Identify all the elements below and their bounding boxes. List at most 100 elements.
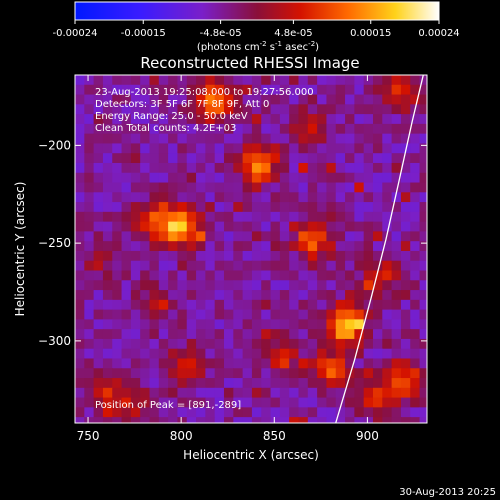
heatmap-cell bbox=[205, 153, 216, 164]
heatmap-cell bbox=[75, 143, 85, 154]
heatmap-cell bbox=[335, 250, 346, 262]
heatmap-cell bbox=[196, 172, 206, 184]
heatmap-cell bbox=[400, 182, 411, 193]
heatmap-cell bbox=[84, 319, 95, 330]
heatmap-cell bbox=[363, 338, 374, 350]
heatmap-cell bbox=[335, 153, 346, 164]
heatmap-cell bbox=[317, 123, 328, 135]
heatmap-cell bbox=[307, 221, 318, 233]
heatmap-cell bbox=[372, 280, 383, 291]
heatmap-cell bbox=[149, 192, 160, 203]
heatmap-cell bbox=[112, 241, 123, 252]
heatmap-cell bbox=[196, 348, 206, 360]
heatmap-cell bbox=[205, 84, 216, 96]
heatmap-cell bbox=[149, 387, 160, 399]
heatmap-cell bbox=[317, 143, 328, 154]
heatmap-cell bbox=[130, 192, 141, 203]
heatmap-cell bbox=[298, 319, 309, 330]
heatmap-cell bbox=[251, 338, 262, 350]
heatmap-cell bbox=[158, 290, 169, 301]
heatmap-cell bbox=[112, 280, 123, 291]
heatmap-cell bbox=[354, 417, 365, 423]
heatmap-cell bbox=[214, 329, 225, 340]
heatmap-cell bbox=[223, 143, 234, 154]
heatmap-cell bbox=[251, 192, 262, 203]
heatmap-cell bbox=[168, 143, 179, 154]
heatmap-cell bbox=[298, 387, 309, 399]
heatmap-cell bbox=[186, 221, 197, 233]
heatmap-cell bbox=[289, 202, 300, 213]
heatmap-cell bbox=[75, 221, 85, 233]
heatmap-cell bbox=[298, 182, 309, 193]
heatmap-cell bbox=[372, 114, 383, 125]
heatmap-cell bbox=[242, 407, 253, 418]
heatmap-cell bbox=[307, 123, 318, 135]
heatmap-cell bbox=[317, 338, 328, 350]
heatmap-cell bbox=[345, 299, 355, 311]
heatmap-cell bbox=[130, 338, 141, 350]
heatmap-cell bbox=[84, 114, 95, 125]
heatmap-cell bbox=[363, 192, 374, 203]
heatmap-cell bbox=[205, 397, 216, 408]
heatmap-cell bbox=[354, 123, 365, 135]
heatmap-cell bbox=[326, 104, 337, 115]
heatmap-cell bbox=[317, 368, 328, 379]
heatmap-cell bbox=[140, 299, 151, 311]
heatmap-cell bbox=[158, 387, 169, 399]
heatmap-cell bbox=[400, 133, 411, 145]
heatmap-cell bbox=[102, 407, 113, 418]
heatmap-cell bbox=[251, 202, 262, 213]
heatmap-cell bbox=[363, 250, 374, 262]
heatmap-cell bbox=[186, 368, 197, 379]
heatmap-cell bbox=[400, 417, 411, 423]
heatmap-cell bbox=[84, 338, 95, 350]
heatmap-cell bbox=[289, 123, 300, 135]
heatmap-cell bbox=[363, 270, 374, 281]
heatmap-cell bbox=[289, 182, 300, 193]
heatmap-cell bbox=[149, 202, 160, 213]
heatmap-cell bbox=[400, 104, 411, 115]
heatmap-cell bbox=[177, 182, 188, 193]
heatmap-cell bbox=[335, 299, 346, 311]
x-tick-label: 750 bbox=[77, 429, 100, 443]
heatmap-cell bbox=[345, 221, 355, 233]
heatmap-cell bbox=[233, 172, 244, 184]
heatmap-cell bbox=[112, 387, 123, 399]
heatmap-cell bbox=[261, 221, 272, 233]
heatmap-cell bbox=[354, 280, 365, 291]
heatmap-cell bbox=[372, 348, 383, 360]
heatmap-cell bbox=[279, 378, 290, 389]
heatmap-cell bbox=[326, 397, 337, 408]
heatmap-cell bbox=[93, 299, 104, 311]
heatmap-cell bbox=[140, 162, 151, 174]
heatmap-cell bbox=[345, 104, 355, 115]
heatmap-cell bbox=[196, 192, 206, 203]
heatmap-cell bbox=[298, 417, 309, 423]
heatmap-cell bbox=[335, 290, 346, 301]
heatmap-cell bbox=[149, 407, 160, 418]
heatmap-cell bbox=[168, 378, 179, 389]
heatmap-cell bbox=[121, 387, 132, 399]
heatmap-cell bbox=[242, 221, 253, 233]
heatmap-cell bbox=[149, 368, 160, 379]
heatmap-cell bbox=[307, 202, 318, 213]
heatmap-cell bbox=[261, 290, 272, 301]
heatmap-cell bbox=[410, 114, 421, 125]
heatmap-cell bbox=[214, 358, 225, 369]
heatmap-cell bbox=[168, 211, 179, 223]
heatmap-cell bbox=[400, 94, 411, 105]
heatmap-cell bbox=[279, 348, 290, 360]
heatmap-cell bbox=[93, 182, 104, 193]
heatmap-cell bbox=[382, 75, 393, 86]
heatmap-cell bbox=[270, 290, 281, 301]
heatmap-cell bbox=[121, 202, 132, 213]
heatmap-cell bbox=[196, 94, 206, 105]
heatmap-cell bbox=[196, 280, 206, 291]
heatmap-cell bbox=[354, 250, 365, 262]
heatmap-cell bbox=[289, 387, 300, 399]
heatmap-cell bbox=[223, 260, 234, 272]
heatmap-cell bbox=[130, 133, 141, 145]
heatmap-cell bbox=[270, 153, 281, 164]
heatmap-cell bbox=[354, 153, 365, 164]
heatmap-cell bbox=[289, 319, 300, 330]
